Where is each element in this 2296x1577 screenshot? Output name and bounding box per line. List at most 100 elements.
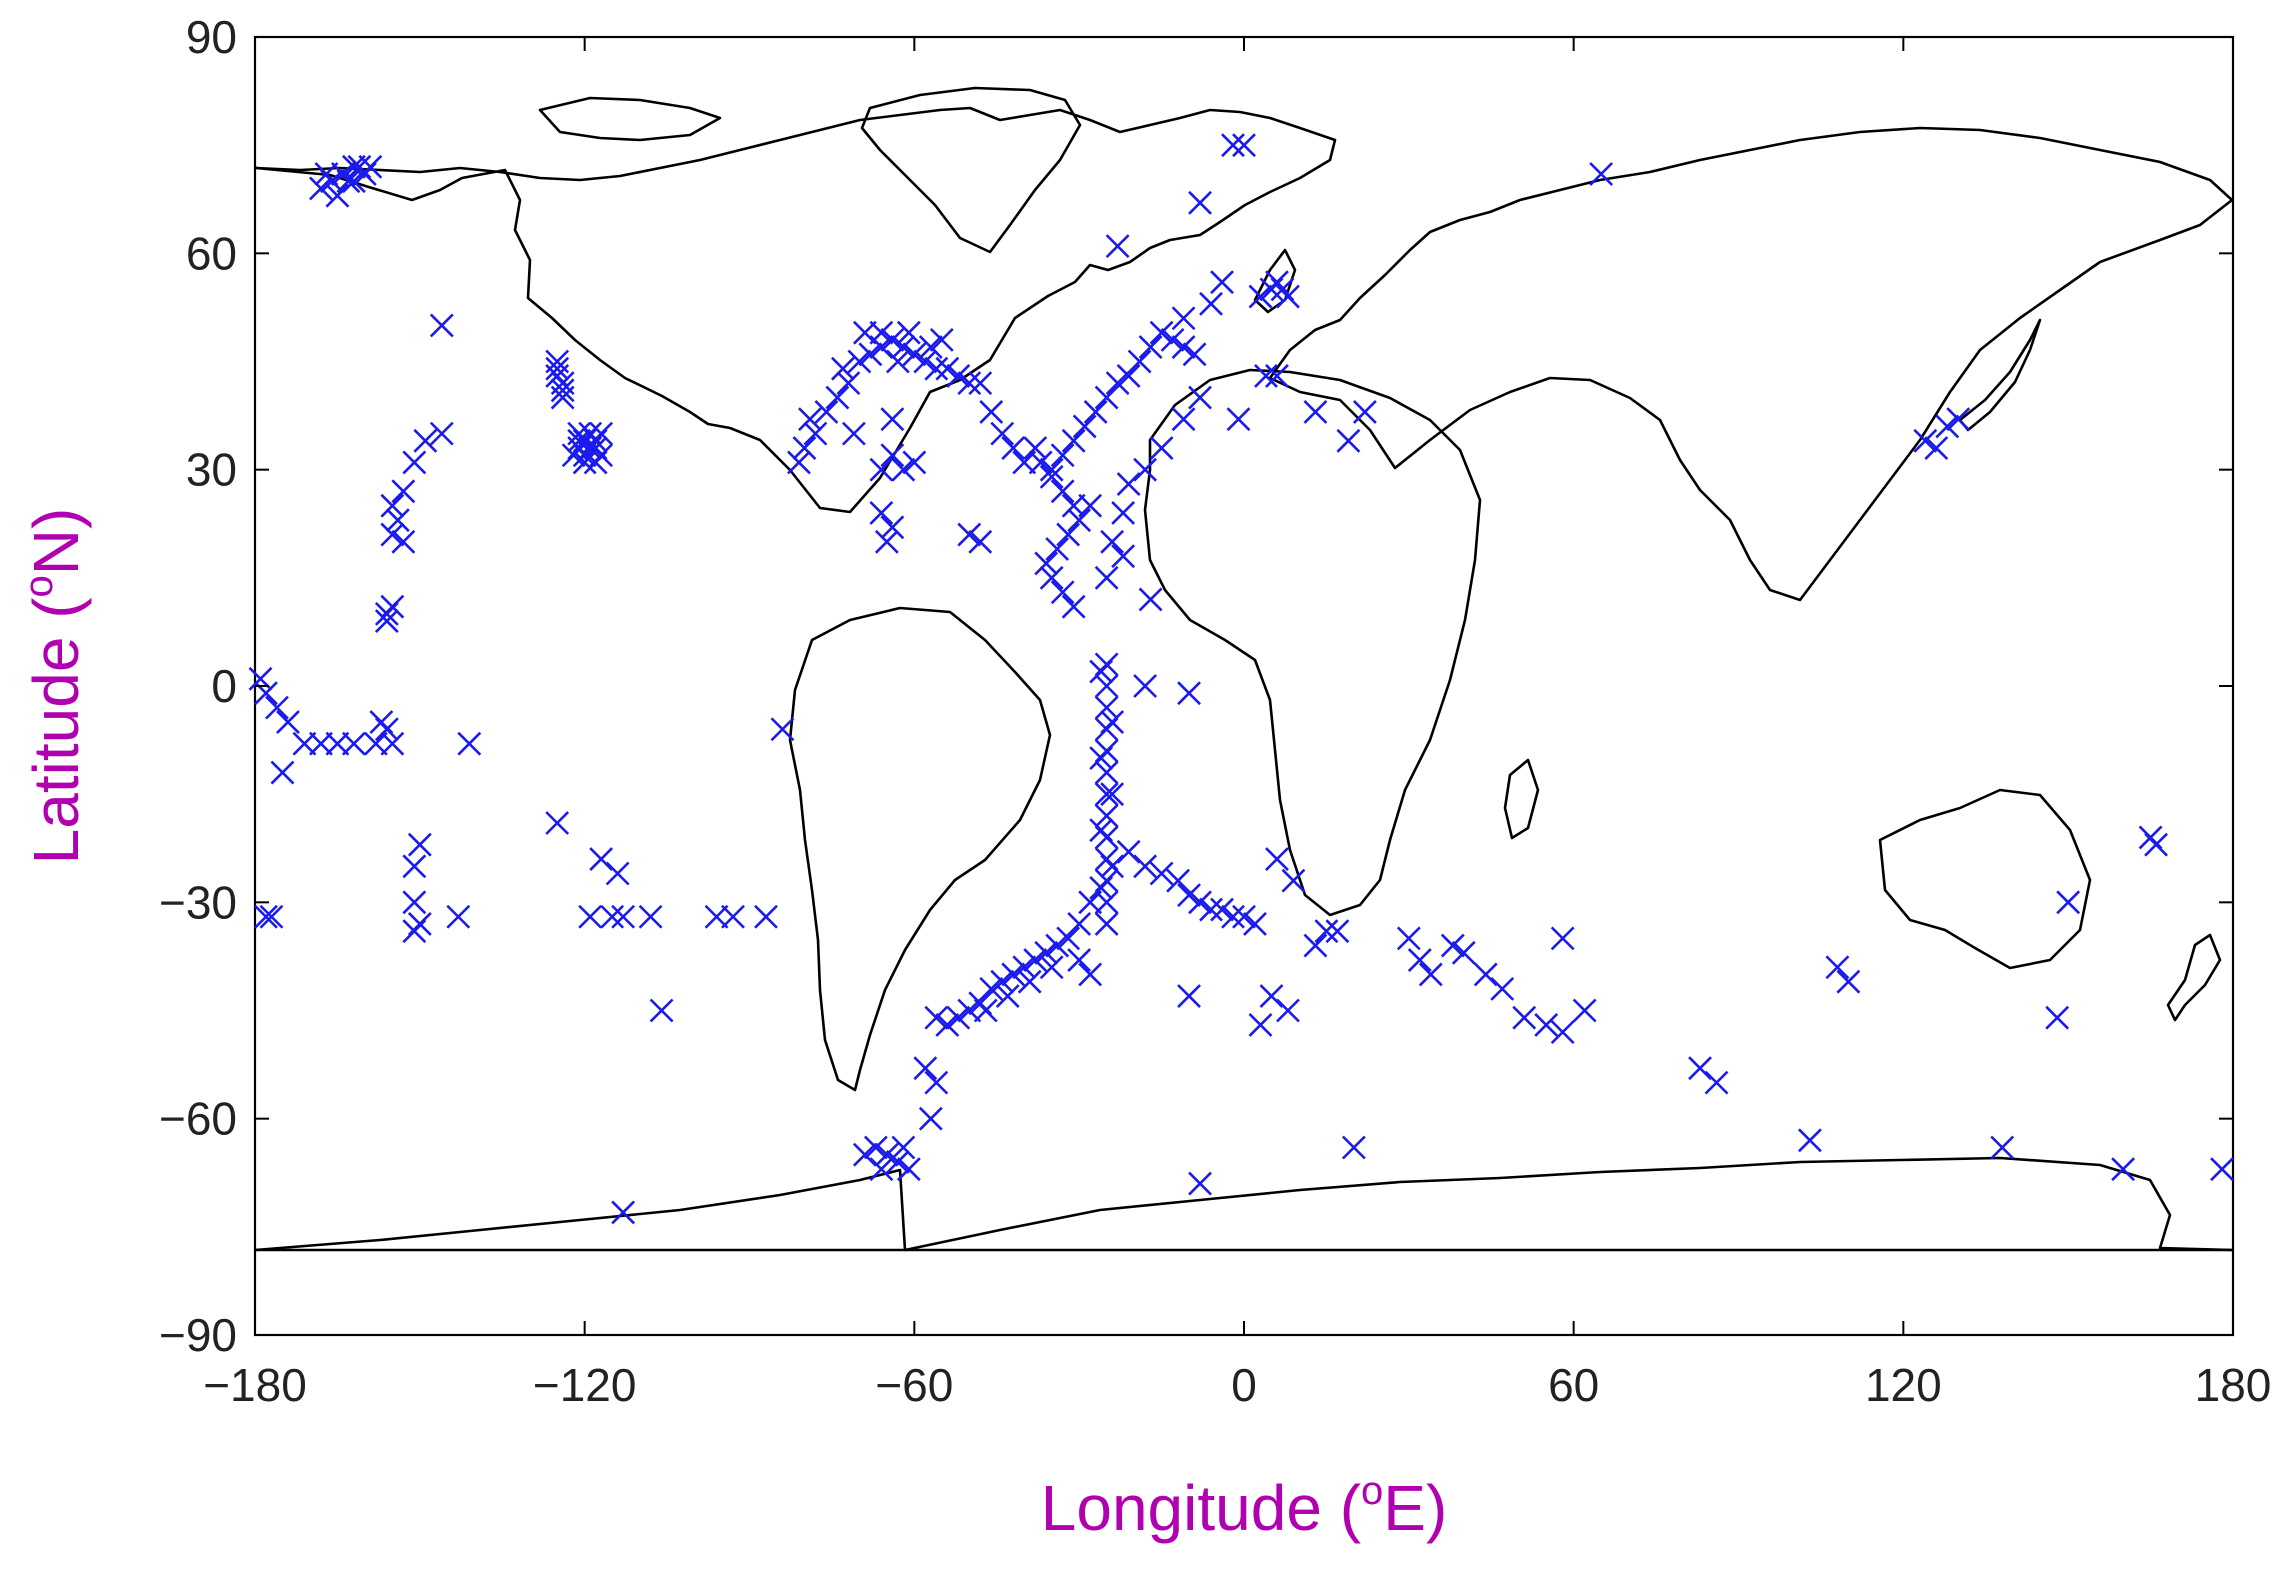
data-point-marker bbox=[1688, 1056, 1712, 1081]
data-point-marker bbox=[1100, 529, 1125, 554]
data-point-marker bbox=[309, 176, 333, 201]
data-point-marker bbox=[1440, 933, 1465, 958]
data-point-marker bbox=[1281, 868, 1306, 893]
data-point-marker bbox=[770, 717, 795, 742]
data-point-marker bbox=[1094, 782, 1119, 807]
data-point-marker bbox=[413, 428, 438, 453]
data-point-marker bbox=[1061, 594, 1086, 619]
data-point-marker bbox=[1534, 1013, 1559, 1037]
data-point-marker bbox=[1133, 457, 1158, 482]
data-point-marker bbox=[446, 904, 471, 929]
data-point-marker bbox=[1935, 414, 1960, 439]
data-point-marker bbox=[1303, 933, 1328, 958]
data-point-marker bbox=[2045, 1005, 2070, 1030]
data-point-marker bbox=[1116, 839, 1141, 864]
data-point-marker bbox=[973, 998, 998, 1023]
data-point-marker bbox=[924, 1005, 949, 1030]
data-point-marker bbox=[1149, 436, 1174, 460]
data-point-marker bbox=[1798, 1128, 1822, 1153]
data-point-marker bbox=[1056, 926, 1081, 951]
data-point-marker bbox=[567, 428, 592, 453]
world-coastline-map bbox=[254, 86, 2234, 1252]
data-point-marker bbox=[1171, 407, 1196, 432]
data-point-marker bbox=[913, 1056, 938, 1081]
data-point-marker bbox=[896, 320, 921, 345]
data-point-marker bbox=[1045, 537, 1070, 561]
data-point-marker bbox=[918, 335, 943, 359]
data-point-marker bbox=[1160, 327, 1185, 352]
data-point-marker bbox=[1149, 320, 1174, 345]
data-point-marker bbox=[1248, 284, 1273, 309]
coast-north-america bbox=[254, 106, 1337, 514]
data-point-marker bbox=[1089, 746, 1114, 771]
data-point-marker bbox=[358, 154, 383, 179]
x-axis-ticks: −180 −120 −60 0 60 120 180 bbox=[203, 37, 2271, 1411]
data-point-marker bbox=[1116, 364, 1141, 388]
data-point-marker bbox=[1039, 955, 1064, 980]
data-point-marker bbox=[380, 594, 405, 619]
x-tick-label: −180 bbox=[203, 1359, 307, 1411]
data-point-marker bbox=[578, 421, 603, 446]
data-point-marker bbox=[1396, 926, 1421, 951]
data-point-marker bbox=[869, 1157, 894, 1182]
data-point-marker bbox=[1133, 854, 1158, 879]
data-point-marker bbox=[869, 457, 894, 482]
data-point-marker bbox=[1490, 976, 1515, 1001]
data-point-marker bbox=[407, 832, 432, 857]
data-point-marker bbox=[276, 710, 300, 734]
data-point-marker bbox=[792, 436, 817, 460]
x-axis-title: Longitude (oE) bbox=[1041, 1469, 1448, 1544]
data-point-marker bbox=[391, 479, 416, 504]
data-point-marker bbox=[1094, 385, 1119, 410]
data-point-marker bbox=[880, 515, 905, 540]
data-point-marker bbox=[1325, 919, 1350, 944]
y-tick-label: −30 bbox=[159, 876, 237, 928]
data-point-marker bbox=[1094, 565, 1119, 590]
data-point-marker bbox=[1028, 450, 1053, 475]
data-point-marker bbox=[1072, 414, 1097, 439]
plot-area-frame bbox=[253, 35, 2235, 1337]
data-point-marker bbox=[1418, 962, 1443, 987]
data-point-marker bbox=[600, 904, 625, 929]
data-point-marker bbox=[545, 356, 570, 381]
y-axis-title: Latitude (oN) bbox=[17, 508, 92, 865]
data-point-marker bbox=[380, 493, 405, 518]
data-point-marker bbox=[589, 847, 614, 871]
data-point-marker bbox=[1177, 883, 1201, 908]
data-point-marker bbox=[1265, 847, 1289, 871]
data-point-marker bbox=[589, 421, 614, 446]
data-point-marker bbox=[891, 1135, 916, 1160]
data-point-marker bbox=[957, 371, 982, 396]
data-point-marker bbox=[1034, 940, 1059, 965]
data-point-marker bbox=[858, 342, 883, 367]
data-point-marker bbox=[1336, 428, 1361, 453]
data-point-marker bbox=[1100, 782, 1125, 807]
data-point-marker bbox=[1034, 551, 1059, 576]
data-point-marker bbox=[369, 710, 394, 734]
data-point-marker bbox=[803, 421, 828, 446]
data-point-marker bbox=[1039, 457, 1064, 482]
data-point-marker bbox=[1050, 443, 1075, 468]
data-point-marker bbox=[402, 919, 427, 944]
data-point-marker bbox=[1078, 890, 1103, 915]
data-point-marker bbox=[1232, 904, 1256, 929]
data-point-marker bbox=[1188, 1171, 1212, 1196]
data-point-marker bbox=[2144, 832, 2168, 857]
coast-south-america bbox=[788, 606, 1052, 1092]
data-point-marker bbox=[1023, 436, 1048, 460]
data-point-marker bbox=[1105, 371, 1130, 396]
data-point-marker bbox=[270, 760, 295, 785]
data-point-marker bbox=[880, 443, 905, 468]
data-point-marker bbox=[1001, 962, 1026, 987]
x-tick-label: −120 bbox=[533, 1359, 637, 1411]
data-point-marker bbox=[1990, 1135, 2015, 1160]
data-point-marker bbox=[1039, 565, 1064, 590]
x-tick-label: 60 bbox=[1548, 1359, 1599, 1411]
data-point-marker bbox=[1045, 933, 1070, 958]
data-point-marker bbox=[798, 407, 822, 432]
data-point-marker bbox=[1188, 890, 1212, 915]
data-point-marker bbox=[902, 342, 927, 367]
x-tick-label: 120 bbox=[1865, 1359, 1942, 1411]
data-point-marker bbox=[545, 811, 570, 835]
data-point-marker bbox=[572, 450, 597, 475]
